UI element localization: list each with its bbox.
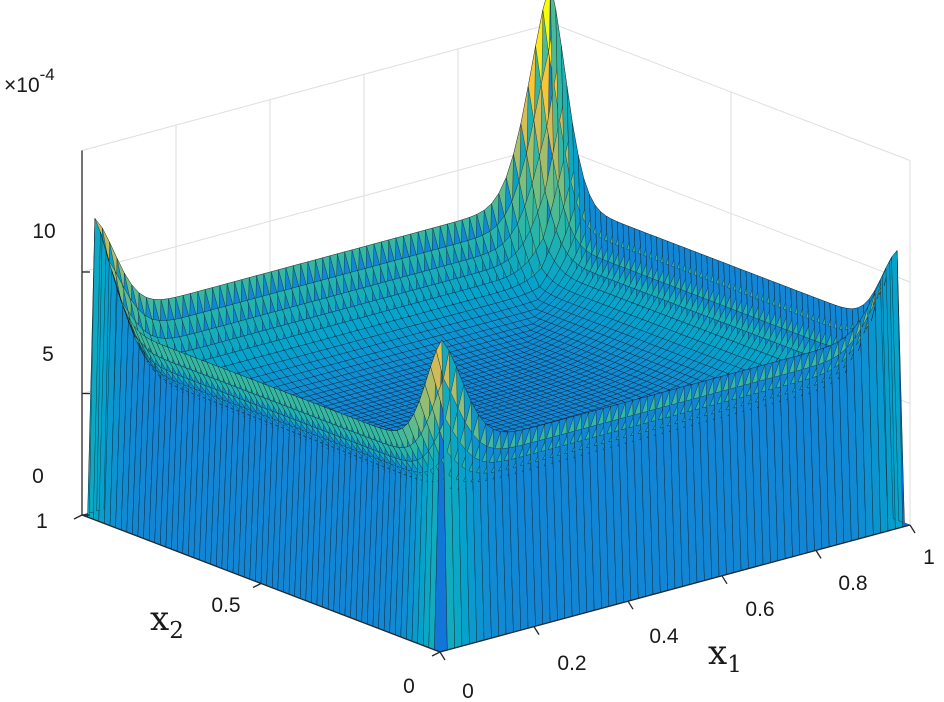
x1-axis-label: x1 [708,633,742,678]
x1-tick-mark [815,550,822,559]
x1-axis-label-base: x [708,633,727,673]
x1-tick-mark [533,626,540,635]
x2-axis-label-subscript: 2 [169,618,184,644]
x1-tick-label-0: 0 [462,680,474,702]
z-exponent-label: ×10-4 [4,65,55,97]
x2-tick-label-0: 0 [403,675,415,698]
x1-tick-mark [627,600,634,610]
z-exponent-prefix: ×10 [4,74,40,97]
x1-tick-mark [909,524,916,534]
x1-tick-label-1: 1 [923,546,935,569]
x1-tick-label-0.8: 0.8 [838,572,867,595]
z-exponent-power: -4 [40,65,55,84]
x2-tick-label-0.5: 0.5 [211,594,240,617]
x2-tick-mark [431,651,441,657]
z-tick-label-0: 0 [32,465,44,488]
x2-tick-mark [252,582,262,589]
x1-tick-label-0.6: 0.6 [745,598,774,621]
axes-box [73,150,916,661]
x1-axis-label-subscript: 1 [727,652,742,678]
z-tick-label-5: 5 [42,343,54,366]
x1-tick-label-0.2: 0.2 [557,652,586,675]
x2-axis-label: x2 [150,599,184,644]
x1-axis-line [439,524,911,653]
surface-mesh [81,0,911,653]
x1-tick-mark [721,575,728,585]
x2-tick-mark [73,514,83,520]
x1-tick-label-0.4: 0.4 [649,625,679,648]
x2-tick-label-1: 1 [36,510,48,533]
z-tick-label-10: 10 [32,220,55,243]
grid-line-z [81,22,911,161]
x1-tick-mark [439,651,446,661]
x2-axis-label-base: x [150,599,169,639]
